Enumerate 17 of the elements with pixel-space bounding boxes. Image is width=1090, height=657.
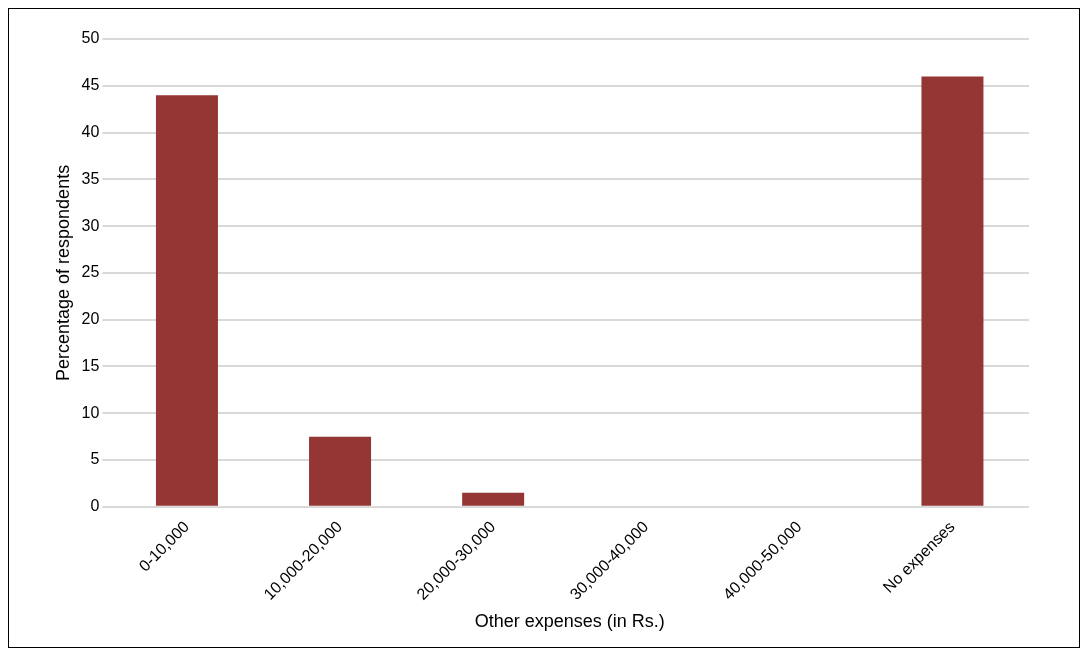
y-tick-label: 30 xyxy=(81,216,100,234)
bar xyxy=(155,95,218,506)
y-tick-label: 50 xyxy=(81,29,100,47)
bar xyxy=(309,436,372,506)
y-tick-label: 0 xyxy=(90,497,100,515)
bar xyxy=(921,76,984,506)
y-tick-label: 5 xyxy=(90,450,100,468)
y-tick-label: 15 xyxy=(81,356,100,374)
y-tick-label: 25 xyxy=(81,263,100,281)
y-axis-title: Percentage of respondents xyxy=(52,164,73,381)
y-tick-label: 10 xyxy=(81,403,100,421)
y-tick-label: 20 xyxy=(81,310,100,328)
y-tick-label: 35 xyxy=(81,169,100,187)
y-tick-label: 45 xyxy=(81,76,100,94)
x-axis-title: Other expenses (in Rs.) xyxy=(474,611,665,632)
y-tick-label: 40 xyxy=(81,122,100,140)
bar xyxy=(462,492,525,506)
